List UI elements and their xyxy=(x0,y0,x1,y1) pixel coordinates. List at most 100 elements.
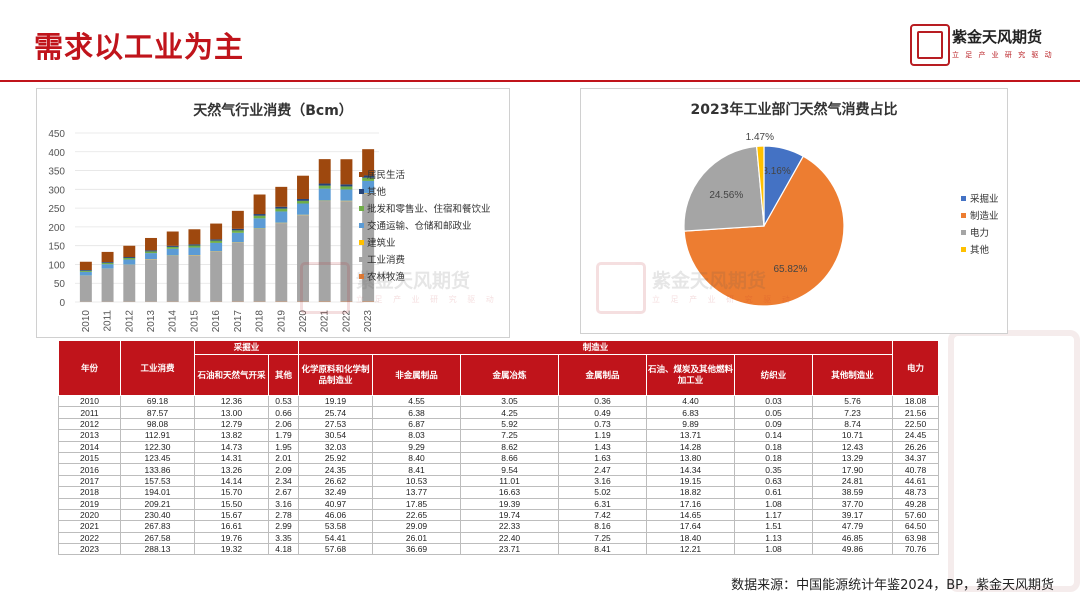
table-cell: 2.67 xyxy=(267,486,300,499)
bar-segment xyxy=(101,268,114,302)
table-row: 2018 194.01 15.70 2.67 32.49 13.77 16.63 5.02 18… xyxy=(58,486,940,499)
table-cell: 8.66 xyxy=(460,451,560,465)
brand-seal-icon xyxy=(910,24,950,66)
legend-label: 交通运输、仓储和邮政业 xyxy=(367,220,472,232)
table-cell: 18.82 xyxy=(646,486,736,499)
table-cell: 64.50 xyxy=(892,520,940,533)
table-cell: 19.15 xyxy=(646,474,736,488)
y-tick-label: 100 xyxy=(48,260,65,271)
table-cell: 15.70 xyxy=(194,486,269,499)
header-metal-products: 金属制品 xyxy=(558,354,648,396)
pie-chart-panel: 2023年工业部门天然气消费占比 8.16% 65.82% 24.56% 1.47% 采掘… xyxy=(580,88,1008,334)
legend-label: 工业消费 xyxy=(367,254,405,266)
bar-segment xyxy=(166,248,179,256)
table-cell: 38.59 xyxy=(812,486,894,499)
x-tick-label: 2017 xyxy=(233,310,244,333)
bar-segment xyxy=(362,175,375,178)
bar-segment xyxy=(101,262,114,263)
bar-segment xyxy=(275,206,288,209)
y-tick-label: 450 xyxy=(48,129,65,140)
bar-segment xyxy=(210,223,223,240)
table-cell: 0.61 xyxy=(734,486,814,499)
table-cell: 23.71 xyxy=(460,543,560,556)
bar-segment xyxy=(275,208,288,212)
table-cell: 0.14 xyxy=(734,429,814,442)
bar-segment xyxy=(210,242,223,252)
table-cell: 7.25 xyxy=(460,429,560,442)
bar-segment xyxy=(231,230,244,233)
table-cell: 1.43 xyxy=(558,440,648,453)
table-cell: 1.51 xyxy=(734,520,814,533)
bar-chart-title: 天然气行业消费（Bcm） xyxy=(193,102,353,119)
table-cell: 22.50 xyxy=(892,417,940,431)
table-cell: 14.65 xyxy=(646,508,736,522)
slide-title: 需求以工业为主 xyxy=(34,30,245,64)
table-cell: 2015 xyxy=(58,451,121,465)
bar-segment xyxy=(231,228,244,231)
table-cell: 230.40 xyxy=(120,508,195,522)
table-cell: 4.40 xyxy=(646,394,736,408)
table-cell: 19.39 xyxy=(460,497,560,510)
table-cell: 1.08 xyxy=(734,497,814,510)
table-cell: 6.38 xyxy=(372,406,462,419)
table-cell: 288.13 xyxy=(120,543,195,556)
table-cell: 0.09 xyxy=(734,417,814,431)
bar-segment xyxy=(145,250,157,252)
header-manufacturing-group: 制造业 xyxy=(298,340,894,355)
legend-swatch xyxy=(961,213,966,218)
header-mining-other: 其他 xyxy=(267,354,300,396)
table-cell: 25.74 xyxy=(298,406,374,419)
bar-segment xyxy=(318,185,331,189)
y-tick-label: 350 xyxy=(48,167,65,178)
bar-segment xyxy=(231,232,244,243)
table-cell: 54.41 xyxy=(298,531,374,545)
table-cell: 9.89 xyxy=(646,417,736,431)
table-cell: 2.47 xyxy=(558,463,648,476)
table-row: 2015 123.45 14.31 2.01 25.92 8.40 8.66 1.63 13.8… xyxy=(58,451,940,465)
table-cell: 12.21 xyxy=(646,543,736,556)
header-smelting: 金属冶炼 xyxy=(460,354,560,396)
bar-segment xyxy=(362,193,375,302)
table-cell: 8.40 xyxy=(372,451,462,465)
header-other-manufacturing: 其他制造业 xyxy=(812,354,894,396)
bar-segment xyxy=(188,245,201,248)
bar-segment xyxy=(101,262,114,265)
table-cell: 267.83 xyxy=(120,520,195,533)
legend-swatch xyxy=(359,240,364,245)
table-cell: 0.53 xyxy=(267,394,300,408)
legend-label: 采掘业 xyxy=(970,193,999,205)
table-cell: 98.08 xyxy=(120,417,195,431)
legend-swatch xyxy=(961,247,966,252)
table-cell: 133.86 xyxy=(120,463,195,476)
table-row: 2010 69.18 12.36 0.53 19.19 4.55 3.05 0.36 4.40 0… xyxy=(58,394,940,408)
table-cell: 14.14 xyxy=(194,474,269,488)
table-body: 2010 69.18 12.36 0.53 19.19 4.55 3.05 0.36 4.40 0… xyxy=(58,394,940,556)
bar-segment xyxy=(79,261,92,271)
table-cell: 2020 xyxy=(58,508,121,522)
table-cell: 63.98 xyxy=(892,531,940,545)
pie-data-label: 65.82% xyxy=(773,264,807,275)
table-cell: 19.74 xyxy=(460,508,560,522)
legend-swatch xyxy=(961,230,966,235)
y-tick-label: 300 xyxy=(48,185,65,196)
bar-segment xyxy=(101,264,114,269)
table-cell: 157.53 xyxy=(120,474,195,488)
table-cell: 5.02 xyxy=(558,486,648,499)
y-tick-label: 250 xyxy=(48,204,65,215)
y-tick-label: 200 xyxy=(48,223,65,234)
bar-segment xyxy=(188,244,201,246)
brand-name: 紫金天风期货 xyxy=(952,28,1043,46)
bar-segment xyxy=(123,259,136,265)
table-cell: 13.00 xyxy=(194,406,269,419)
table-cell: 12.79 xyxy=(194,417,269,431)
legend-label: 其他 xyxy=(367,186,387,198)
bar-segment xyxy=(123,257,136,258)
table-cell: 7.25 xyxy=(558,531,648,545)
table-cell: 0.18 xyxy=(734,451,814,465)
table-cell: 13.80 xyxy=(646,451,736,465)
table-cell: 8.03 xyxy=(372,429,462,442)
bar-segment xyxy=(340,186,353,190)
table-cell: 57.68 xyxy=(298,543,374,556)
header-chemical: 化学原料和化学制品制造业 xyxy=(298,354,374,396)
table-cell: 0.63 xyxy=(734,474,814,488)
